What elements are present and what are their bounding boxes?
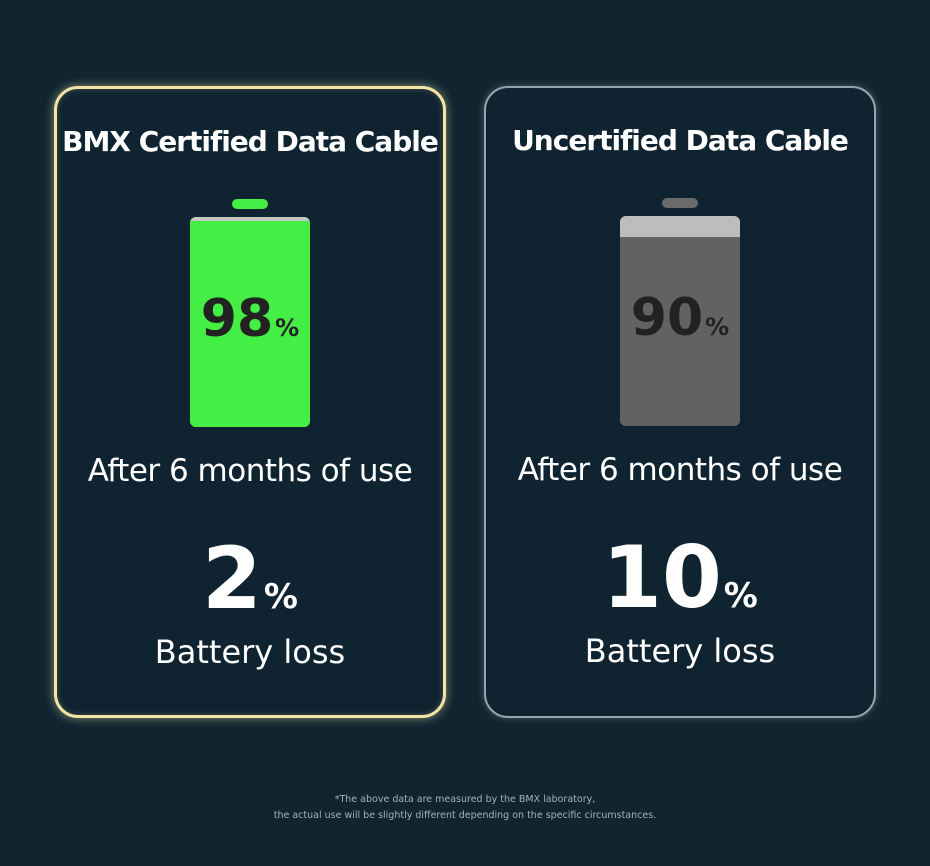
footnote: *The above data are measured by the BMX …: [0, 792, 930, 824]
battery-loss-number: 2: [202, 529, 262, 629]
battery-loss-number: 10: [602, 528, 722, 628]
battery-empty-portion: [620, 216, 740, 237]
uncertified-cable-card: Uncertified Data Cable 90% After 6 month…: [484, 86, 876, 718]
battery-loss-unit: %: [723, 576, 758, 616]
battery-cap: [662, 198, 698, 208]
battery-loss-value: 10%: [486, 528, 874, 646]
battery-fill: [620, 237, 740, 426]
battery-percentage-value: 90: [630, 288, 704, 348]
footnote-line: the actual use will be slightly differen…: [273, 810, 657, 821]
battery-percentage-unit: %: [275, 314, 300, 342]
battery-cap: [232, 199, 268, 209]
battery-empty-portion: [190, 217, 310, 222]
card-title: Uncertified Data Cable: [512, 124, 849, 157]
battery-body: 98%: [190, 217, 310, 427]
battery-loss-label: Battery loss: [584, 632, 776, 670]
footnote-line: *The above data are measured by the BMX …: [334, 794, 596, 805]
battery-loss-value: 2%: [57, 529, 443, 647]
card-title: BMX Certified Data Cable: [62, 125, 439, 158]
battery-percentage: 98%: [190, 289, 310, 358]
battery-icon: 98%: [190, 199, 310, 427]
battery-body: 90%: [620, 216, 740, 426]
battery-fill: [190, 221, 310, 427]
battery-icon: 90%: [620, 198, 740, 426]
battery-loss-unit: %: [263, 577, 298, 617]
battery-percentage-unit: %: [705, 313, 730, 341]
usage-caption: After 6 months of use: [87, 453, 413, 489]
battery-loss-label: Battery loss: [154, 633, 346, 671]
battery-percentage: 90%: [620, 288, 740, 357]
usage-caption: After 6 months of use: [517, 452, 843, 488]
certified-cable-card: BMX Certified Data Cable 98% After 6 mon…: [54, 86, 446, 718]
battery-percentage-value: 98: [200, 289, 274, 349]
